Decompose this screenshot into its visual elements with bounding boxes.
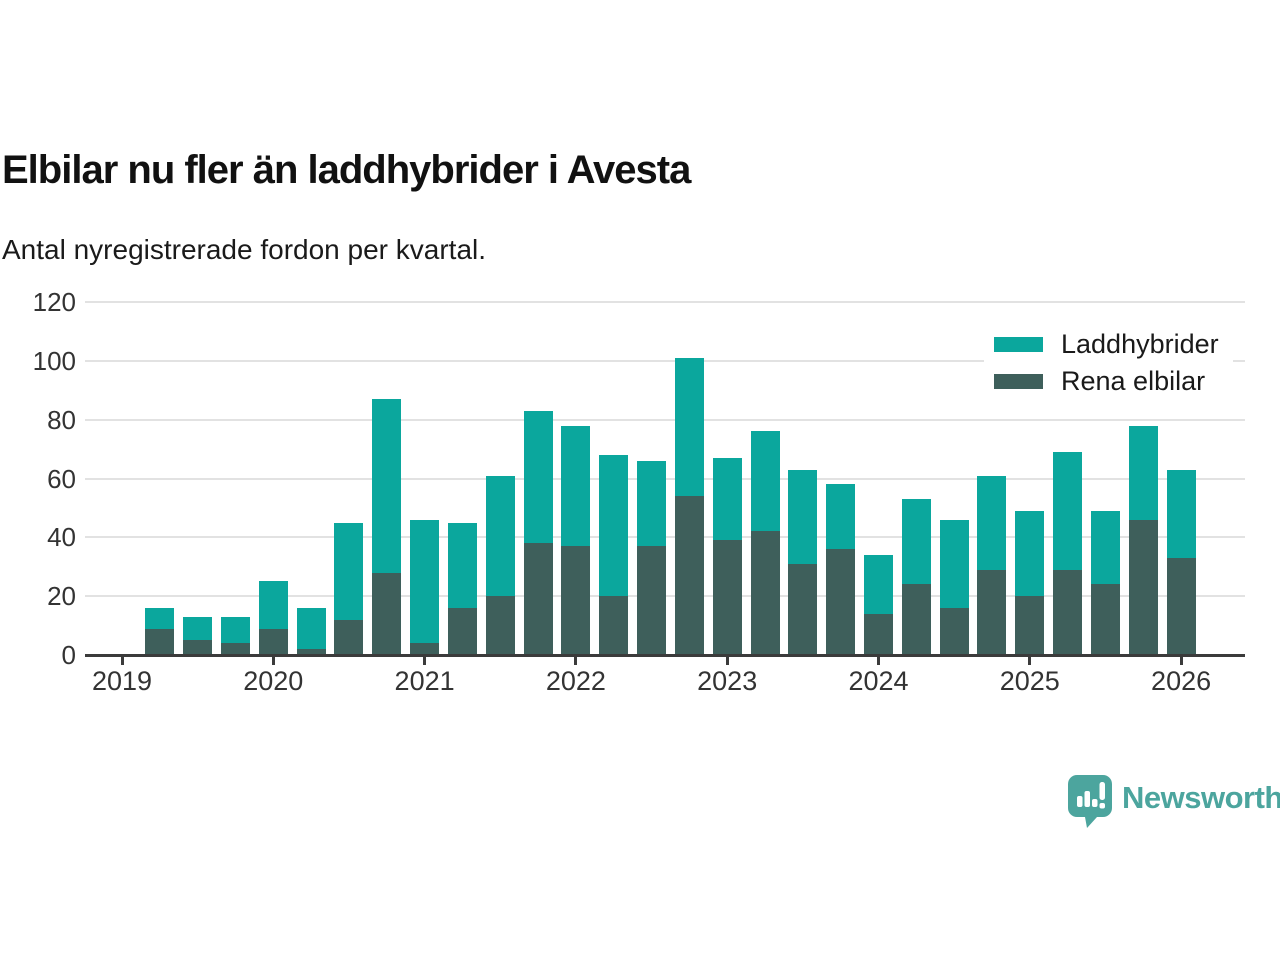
bar-2023-q3-rena-elbilar <box>826 549 856 655</box>
bar-2020-q3-laddhybrider <box>372 399 402 573</box>
bar-2022-q3-laddhybrider <box>674 357 704 497</box>
x-axis-label-2023: 2023 <box>697 666 758 696</box>
x-axis-tick-2025 <box>1028 657 1032 665</box>
bar-2020-q1-rena-elbilar <box>296 649 326 655</box>
bar-2020-q2-laddhybrider <box>334 522 364 620</box>
bar-2022-q4-rena-elbilar <box>712 540 742 655</box>
x-axis-label-2026: 2026 <box>1151 666 1212 696</box>
gridline-80 <box>85 418 1245 421</box>
x-axis-tick-2022 <box>574 657 578 665</box>
gridline-100 <box>85 359 1245 362</box>
bar-2019-q3-laddhybrider <box>220 616 250 644</box>
y-axis-label-120: 120 <box>32 287 76 317</box>
bar-2025-q1-laddhybrider <box>1053 452 1083 570</box>
brand-name: Newsworthy <box>1122 780 1280 815</box>
y-axis-label-100: 100 <box>32 345 76 376</box>
bar-2019-q3-rena-elbilar <box>220 643 250 655</box>
bar-2023-q1-laddhybrider <box>750 431 780 532</box>
bar-2023-q4-rena-elbilar <box>864 613 893 655</box>
legend-swatch-rena-elbilar <box>994 374 1043 389</box>
x-axis-label-2022: 2022 <box>545 666 606 696</box>
bar-2024-q3-rena-elbilar <box>977 569 1007 655</box>
gridline-120 <box>85 301 1245 303</box>
bar-2024-q1-laddhybrider <box>901 499 931 585</box>
x-axis-label-2020: 2020 <box>243 666 304 696</box>
bar-2021-q3-rena-elbilar <box>523 543 553 655</box>
bar-2020-q4-rena-elbilar <box>410 643 440 655</box>
bar-2019-q4-rena-elbilar <box>258 628 288 655</box>
x-axis-tick-2019 <box>120 657 124 665</box>
bar-2019-q2-laddhybrider <box>183 616 213 641</box>
bar-2022-q3-rena-elbilar <box>674 496 704 655</box>
bar-2024-q3-laddhybrider <box>977 475 1007 570</box>
bar-2021-q4-laddhybrider <box>561 425 591 547</box>
y-axis-label-20: 20 <box>47 581 76 612</box>
y-axis-label-40: 40 <box>47 522 76 553</box>
bar-2025-q4-rena-elbilar <box>1166 557 1196 655</box>
bar-2022-q1-rena-elbilar <box>599 596 629 655</box>
bar-2019-q4-laddhybrider <box>258 581 288 629</box>
x-axis-label-2024: 2024 <box>848 666 909 696</box>
bar-2020-q2-rena-elbilar <box>334 619 364 655</box>
bar-2021-q2-rena-elbilar <box>485 596 515 655</box>
legend-item-rena-elbilar: Rena elbilar <box>994 363 1219 400</box>
newsworthy-logo: Newsworthy <box>1068 774 1280 828</box>
bar-2023-q2-laddhybrider <box>788 469 818 564</box>
legend-label-laddhybrider: Laddhybrider <box>1061 329 1219 359</box>
bar-2020-q1-laddhybrider <box>296 607 326 650</box>
bar-2021-q1-laddhybrider <box>447 522 477 608</box>
bar-2022-q2-laddhybrider <box>637 460 667 547</box>
chart-legend: Laddhybrider Rena elbilar <box>984 322 1233 406</box>
bar-2023-q2-rena-elbilar <box>788 563 818 655</box>
bar-2024-q4-rena-elbilar <box>1015 596 1045 655</box>
legend-item-laddhybrider: Laddhybrider <box>994 326 1219 363</box>
bar-2020-q3-rena-elbilar <box>372 572 402 655</box>
bar-2021-q2-laddhybrider <box>485 475 515 597</box>
bar-2025-q1-rena-elbilar <box>1053 569 1083 655</box>
bar-2023-q3-laddhybrider <box>826 484 856 550</box>
bar-2021-q3-laddhybrider <box>523 410 553 544</box>
x-axis-tick-2026 <box>1179 657 1183 665</box>
bar-2024-q4-laddhybrider <box>1015 510 1045 597</box>
bar-chart-speech-bubble-icon <box>1068 775 1112 828</box>
y-axis-label-0: 0 <box>61 640 76 670</box>
x-axis-label-2025: 2025 <box>999 666 1060 696</box>
y-axis-label-80: 80 <box>47 404 76 435</box>
bar-2025-q2-rena-elbilar <box>1090 584 1120 655</box>
x-axis-label-2019: 2019 <box>91 666 153 696</box>
x-axis-tick-2023 <box>725 657 729 665</box>
bar-2022-q2-rena-elbilar <box>637 546 667 655</box>
bar-2019-q1-rena-elbilar <box>145 628 175 655</box>
bar-2021-q1-rena-elbilar <box>447 607 477 655</box>
bar-2025-q3-laddhybrider <box>1128 425 1158 520</box>
chart-subtitle: Antal nyregistrerade fordon per kvartal. <box>2 234 487 265</box>
bar-2025-q2-laddhybrider <box>1090 510 1120 585</box>
legend-label-rena-elbilar: Rena elbilar <box>1061 366 1206 396</box>
bar-2019-q2-rena-elbilar <box>183 640 213 655</box>
x-axis-tick-2020 <box>271 657 275 665</box>
bar-2024-q2-laddhybrider <box>939 519 969 608</box>
bar-2022-q4-laddhybrider <box>712 457 742 541</box>
x-axis-line <box>85 654 1245 657</box>
bar-2022-q1-laddhybrider <box>599 454 629 597</box>
x-axis-tick-2024 <box>877 657 880 665</box>
bar-2019-q1-laddhybrider <box>145 607 175 629</box>
bar-2023-q4-laddhybrider <box>864 554 893 614</box>
bar-2025-q4-laddhybrider <box>1166 469 1196 558</box>
bar-2020-q4-laddhybrider <box>410 519 440 644</box>
legend-swatch-laddhybrider <box>994 337 1043 352</box>
x-axis-tick-2021 <box>423 657 427 665</box>
y-axis-label-60: 60 <box>47 463 76 494</box>
bar-2024-q1-rena-elbilar <box>901 584 931 655</box>
bar-2025-q3-rena-elbilar <box>1128 519 1158 655</box>
bar-2023-q1-rena-elbilar <box>750 531 780 655</box>
x-axis-label-2021: 2021 <box>394 666 455 696</box>
bar-2024-q2-rena-elbilar <box>939 607 969 655</box>
page-title: Elbilar nu fler än laddhybrider i Avesta <box>2 148 691 192</box>
bar-2021-q4-rena-elbilar <box>561 546 591 655</box>
